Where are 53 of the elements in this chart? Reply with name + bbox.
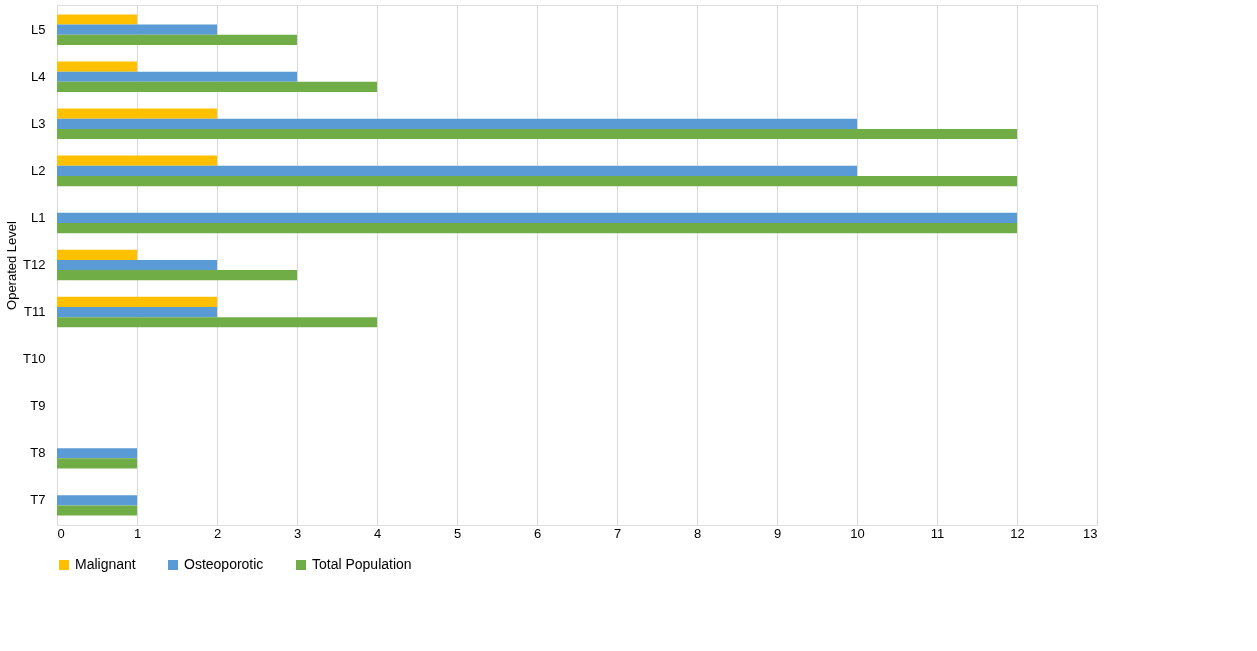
bar	[57, 81, 377, 93]
bar	[57, 306, 217, 318]
x-tick-label: 12	[1010, 525, 1025, 541]
bar	[57, 34, 297, 45]
bar	[57, 270, 297, 281]
bar	[57, 108, 217, 119]
y-tick-label: L1	[31, 209, 46, 225]
y-tick-label: T10	[23, 351, 46, 367]
x-tick-label: 5	[453, 525, 462, 541]
legend-label: Osteoporotic	[184, 556, 264, 572]
x-tick-label: 10	[850, 525, 865, 541]
x-tick-label: 6	[533, 525, 542, 541]
bar	[57, 249, 137, 260]
x-tick-label: 8	[693, 525, 702, 541]
bar	[57, 458, 137, 469]
bar	[57, 175, 1017, 187]
y-tick-label: L4	[31, 68, 46, 84]
bar	[57, 118, 857, 129]
x-tick-label: 0	[57, 525, 65, 541]
y-tick-label: T8	[30, 445, 46, 461]
bar	[57, 296, 217, 307]
bar	[57, 448, 137, 459]
bar	[57, 165, 857, 176]
x-tick-label: 2	[213, 525, 222, 541]
bar	[57, 505, 137, 516]
bar	[57, 317, 377, 328]
bar	[57, 155, 217, 166]
x-tick-label: 9	[773, 525, 782, 541]
y-tick-label: T7	[30, 492, 46, 508]
y-tick-label: T12	[23, 257, 46, 272]
x-tick-label: 7	[613, 525, 622, 541]
bar	[57, 212, 1017, 224]
bar	[57, 128, 1017, 140]
y-axis-title: Operated Level	[4, 220, 20, 310]
bar	[57, 24, 217, 35]
x-tick-label: 3	[293, 525, 302, 541]
y-tick-label: T11	[24, 304, 46, 320]
bar	[57, 71, 297, 82]
legend-label: Total Population	[312, 556, 412, 572]
bar	[57, 223, 1017, 234]
y-tick-label: L5	[31, 21, 46, 37]
bar	[57, 259, 217, 271]
bar	[57, 14, 137, 25]
x-tick-label: 1	[133, 525, 142, 541]
x-tick-label: 11	[930, 525, 945, 541]
y-tick-label: T9	[30, 398, 46, 414]
y-tick-label: L2	[31, 162, 46, 178]
legend-label: Malignant	[75, 556, 136, 572]
x-tick-label: 13	[1083, 525, 1098, 541]
y-tick-label: L3	[31, 115, 46, 131]
x-tick-label: 4	[373, 525, 382, 541]
bar	[57, 61, 137, 72]
bar	[57, 495, 137, 506]
